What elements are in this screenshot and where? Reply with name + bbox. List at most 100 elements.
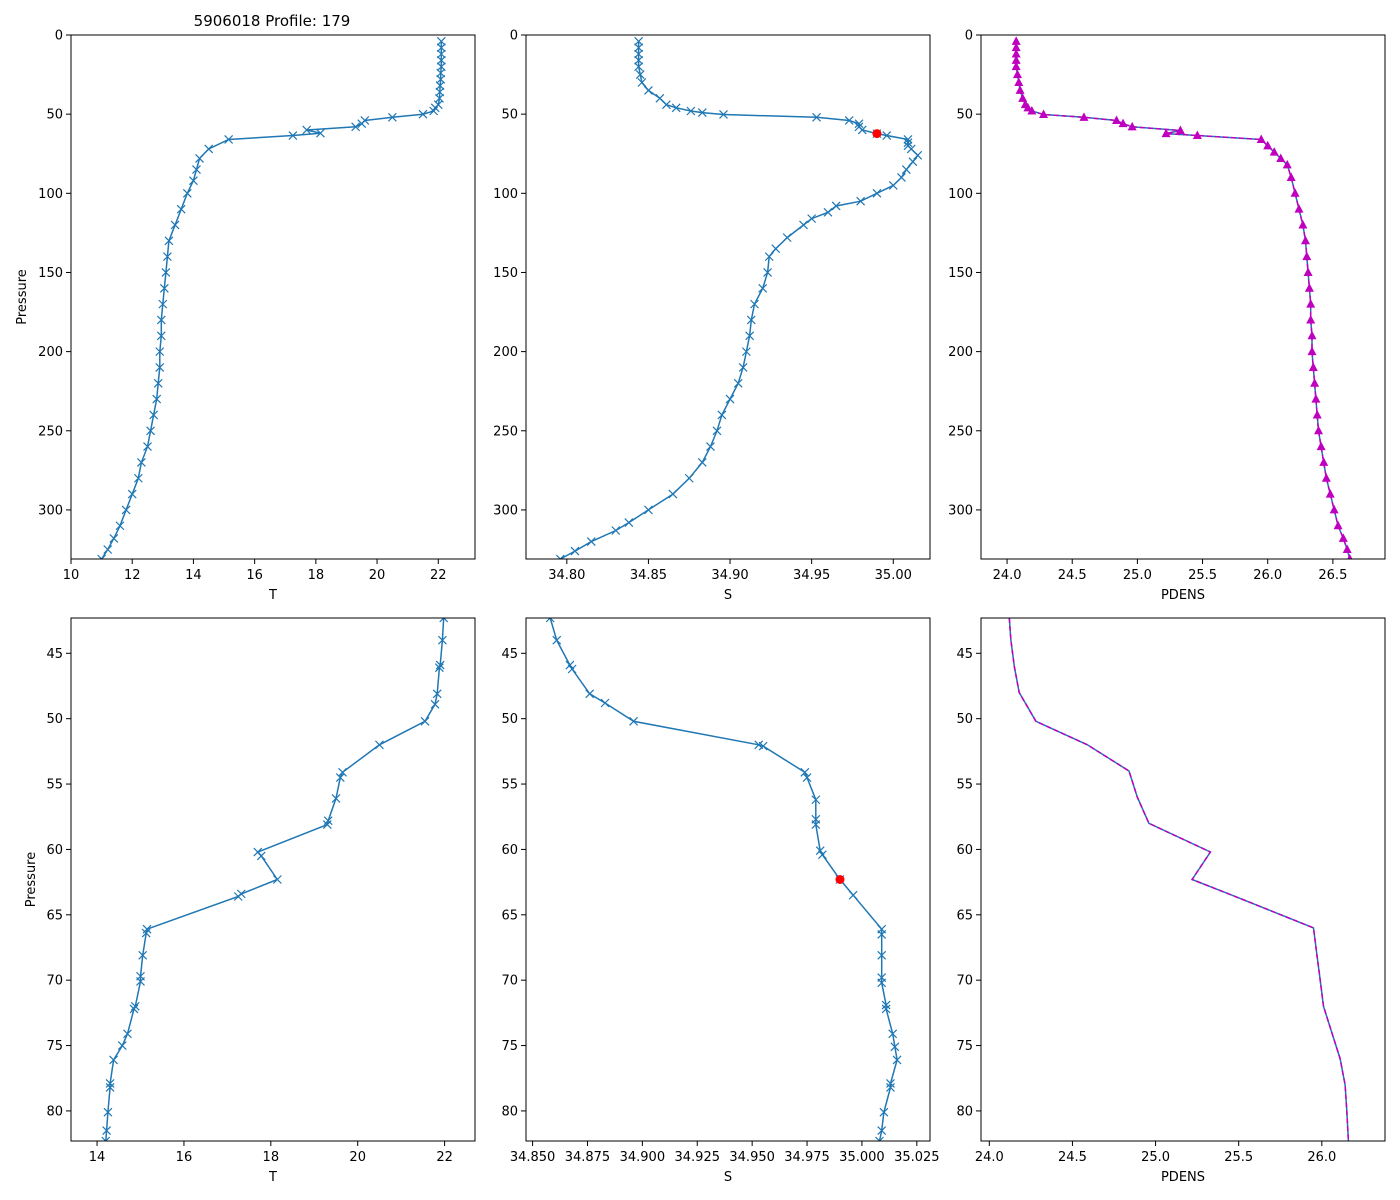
y-tick-label: 100: [493, 187, 518, 202]
data-point: [1256, 134, 1266, 143]
data-point: [1011, 55, 1021, 64]
data-point: [886, 1079, 895, 1088]
data-point: [800, 767, 810, 777]
y-tick-label: 45: [46, 647, 63, 662]
data-point: [903, 135, 913, 144]
highlight-point: [835, 875, 845, 884]
data-point: [545, 618, 555, 623]
x-tick-label: 34.95: [793, 568, 830, 583]
x-tick-label: 20: [369, 568, 386, 583]
top-density-panel: 24.0 24.5 25.0 25.5 26.0 26.5 0 50 100 150 200 250 3…: [948, 29, 1386, 603]
data-point: [913, 150, 923, 160]
data-point: [908, 157, 918, 167]
data-point: [1347, 554, 1353, 559]
data-point: [435, 660, 445, 670]
data-point: [437, 635, 447, 645]
plot-area: [545, 618, 902, 1141]
x-tick-label: 24.5: [1058, 568, 1087, 583]
y-tick-label: 65: [46, 908, 63, 923]
y-tick-label: 0: [965, 29, 973, 44]
x-tick-label: 20: [349, 1150, 366, 1165]
data-point: [436, 43, 446, 53]
data-point: [888, 180, 898, 190]
bottom-salinity-panel: 34.850 34.875 34.900 34.925 34.950 34.975 35.0…: [501, 617, 940, 1185]
x-tick-label: 14: [89, 1150, 106, 1165]
data-point: [555, 554, 565, 559]
x-tick-label: 24.0: [993, 568, 1022, 583]
data-point: [1294, 204, 1304, 213]
data-point: [848, 890, 858, 900]
data-point: [1027, 105, 1037, 115]
data-point: [158, 299, 168, 309]
y-tick-label: 60: [46, 843, 63, 858]
x-tick-label: 34.90: [711, 568, 748, 583]
data-point: [1014, 77, 1024, 86]
data-point: [123, 1029, 132, 1039]
data-point: [567, 664, 577, 674]
data-point: [115, 521, 125, 531]
x-tick-label: 34.975: [784, 1150, 830, 1165]
y-tick-label: 300: [948, 503, 973, 518]
x-tick-label: 34.950: [729, 1150, 775, 1165]
data-point: [1316, 441, 1326, 451]
series-line: [559, 41, 919, 559]
data-point: [429, 106, 439, 116]
data-point: [162, 252, 172, 262]
y-tick-label: 50: [501, 712, 518, 727]
data-point: [1306, 299, 1316, 308]
x-tick-label: 22: [436, 1150, 453, 1165]
y-tick-label: 70: [501, 974, 518, 989]
data-point: [1308, 362, 1318, 371]
y-tick-label: 70: [46, 974, 63, 989]
y-axis-label: Pressure: [15, 269, 30, 325]
x-tick-label: 34.80: [548, 568, 585, 583]
data-point: [611, 526, 621, 535]
data-point: [802, 773, 812, 782]
data-point: [684, 473, 694, 483]
data-point: [153, 378, 163, 388]
data-point: [129, 1004, 139, 1014]
data-point: [1304, 283, 1314, 292]
data-point: [831, 201, 841, 211]
data-point: [1015, 85, 1025, 94]
data-point: [823, 207, 833, 217]
data-point: [256, 851, 266, 861]
data-point: [706, 442, 715, 452]
data-point: [882, 131, 892, 140]
y-tick-label: 200: [948, 345, 973, 360]
data-point: [156, 315, 166, 325]
y-tick-label: 150: [948, 266, 973, 281]
bottom-density-panel: 24.0 24.5 25.0 25.5 26.0 45 50 55 60 65 70 75 80 PDEN…: [956, 617, 1386, 1185]
y-tick-label: 0: [510, 29, 518, 44]
x-tick-label: 10: [63, 568, 80, 583]
y-tick-label: 150: [493, 266, 518, 281]
data-point: [857, 125, 867, 135]
data-point: [155, 347, 165, 357]
x-tick-label: 24.0: [975, 1150, 1004, 1165]
data-point: [1314, 425, 1324, 435]
data-point: [430, 699, 440, 709]
data-point: [141, 928, 151, 938]
x-tick-label: 26.0: [1253, 568, 1282, 583]
data-point: [420, 716, 430, 726]
data-point: [121, 505, 131, 515]
data-point: [764, 252, 774, 262]
data-point: [136, 458, 146, 467]
y-tick-label: 75: [46, 1039, 63, 1054]
data-point: [1301, 235, 1311, 245]
figure-title: 5906018 Profile: 179: [194, 12, 351, 30]
data-point: [897, 173, 906, 182]
data-point: [102, 1126, 112, 1135]
data-point: [671, 103, 681, 113]
data-point: [746, 315, 756, 325]
data-point: [436, 36, 446, 46]
data-point: [272, 875, 282, 884]
data-point: [1079, 112, 1089, 121]
data-point: [105, 1082, 115, 1092]
data-point: [758, 283, 768, 293]
plot-area: [1011, 36, 1353, 559]
data-point: [668, 489, 678, 499]
data-point: [745, 331, 755, 341]
data-point: [725, 394, 735, 404]
